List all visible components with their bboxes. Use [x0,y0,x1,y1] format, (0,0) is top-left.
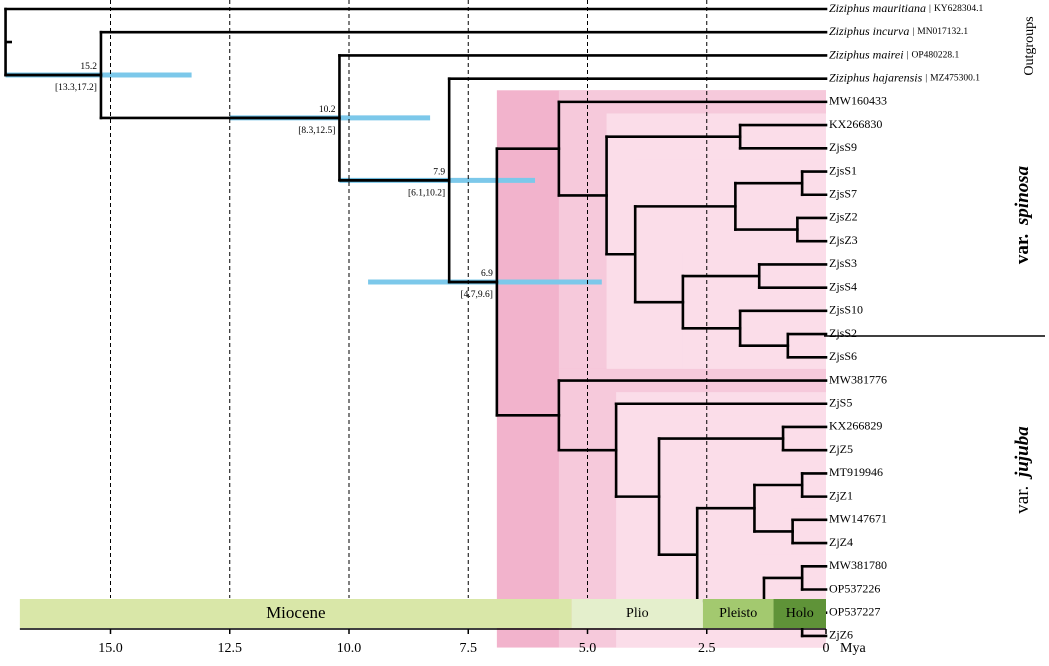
tip-label: MT919946 [829,465,883,479]
jujuba-name: jujuba [1012,426,1033,480]
subclade-shade [792,508,826,555]
tip-label: ZjsS7 [829,187,857,201]
node-hpd-interval: [4.7,9.6] [460,290,492,300]
subclade-shade [759,252,826,300]
subclade-shade [787,322,826,369]
era-label: Miocene [266,603,325,622]
tip-label: MW147671 [829,512,887,526]
era-band [773,599,826,628]
node-age: 7.9 [433,167,445,177]
node-age: 15.2 [80,62,97,72]
group-label-jujuba: var. jujuba [1012,426,1033,514]
tip-label: MW160433 [829,94,887,108]
jujuba-prefix: var. [1012,486,1033,514]
tip-label: KX266830 [829,117,882,131]
tip-separator: | [907,51,909,61]
tip-label: ZjZ4 [829,535,853,549]
svg-text:var. jujuba: var. jujuba [1012,426,1033,514]
axis-unit: Mya [840,641,866,656]
tip-accession: MN017132.1 [917,27,968,37]
tip-label: ZjsS1 [829,163,857,177]
tip-label: ZjZ6 [829,628,853,642]
tip-label-outgroup: Ziziphus mairei | OP480228.1 [829,47,960,61]
axis-tick-label: 5.0 [579,641,597,656]
tip-label: OP537227 [829,604,880,618]
group-bracket-outgroups: Outgroups [1022,16,1037,75]
axis-tick-label: 0 [823,641,830,656]
group-label-spinosa: var. spinosa [1012,165,1033,264]
axis-tick-label: 2.5 [698,641,716,656]
subclade-shade [802,461,826,509]
tip-separator: | [912,27,914,37]
tip-label: ZjsZ3 [829,233,858,247]
tip-label: ZjsS2 [829,326,857,340]
subclade-shade [802,554,826,602]
node-age-labels: 15.2 [13.3,17.2] 10.2 [8.3,12.5] 7.9 [6.1,10.… [55,62,493,300]
tip-species: Ziziphus hajarensis [829,70,923,84]
tip-label-outgroup: Ziziphus mauritiana | KY628304.1 [829,1,984,15]
tip-species: Ziziphus mauritiana [829,1,926,15]
node-hpd-interval: [8.3,12.5] [298,126,335,136]
tip-label-outgroup: Ziziphus incurva | MN017132.1 [829,24,968,38]
axis-tick-label: 7.5 [460,641,478,656]
subclade-shade [802,159,826,207]
tip-species: Ziziphus incurva [829,24,909,38]
era-label: Holo [786,606,814,621]
tip-label: ZjZ1 [829,488,853,502]
tip-label: ZjsS9 [829,140,857,154]
tip-label: ZjsS10 [829,303,863,317]
tip-label: ZjsS4 [829,279,857,293]
tip-separator: | [929,4,931,14]
svg-text:var. spinosa: var. spinosa [1012,165,1033,264]
axis-tick-label: 12.5 [218,641,243,656]
tip-label: MW381776 [829,372,887,386]
tip-species: Ziziphus mairei [829,47,904,61]
tip-label: OP537226 [829,581,880,595]
axis-tick-label: 10.0 [337,641,362,656]
node-hpd-interval: [6.1,10.2] [408,188,445,198]
spinosa-name: spinosa [1012,165,1033,226]
tip-accession: MZ475300.1 [930,74,980,84]
era-label: Plio [626,606,649,621]
tree-branches [4,7,828,638]
node-age: 10.2 [319,105,336,115]
tip-accession: OP480228.1 [911,51,959,61]
era-band [702,599,774,628]
tip-label: KX266829 [829,419,882,433]
spinosa-prefix: var. [1012,234,1033,264]
tip-label: MW381780 [829,558,887,572]
tip-label-outgroup: Ziziphus hajarensis | MZ475300.1 [829,70,980,84]
tip-label: ZjZ5 [829,442,853,456]
tip-label: ZjsZ2 [829,210,858,224]
tip-label: ZjsS6 [829,349,857,363]
time-axis: 15.0 12.5 10.0 7.5 5.0 2.5 0 Mya [19,628,866,656]
tip-label: ZjsS3 [829,256,857,270]
tip-accession: KY628304.1 [934,4,984,14]
axis-tick-label: 15.0 [98,641,123,656]
tip-separator: | [925,74,927,84]
era-label: Pleisto [719,606,757,621]
era-band [571,599,703,628]
subclade-shade [783,415,826,462]
clade-shading [496,90,826,648]
node-age: 6.9 [481,269,493,279]
subclade-shade [740,113,826,160]
node-hpd-interval: [13.3,17.2] [55,83,97,93]
subclade-shade [797,206,826,253]
geologic-timescale: Miocene Plio Pleisto Holo [19,599,826,628]
outgroups-label: Outgroups [1022,16,1037,75]
era-band [19,599,572,628]
time-gridlines [110,0,708,598]
tip-label: ZjS5 [829,395,852,409]
